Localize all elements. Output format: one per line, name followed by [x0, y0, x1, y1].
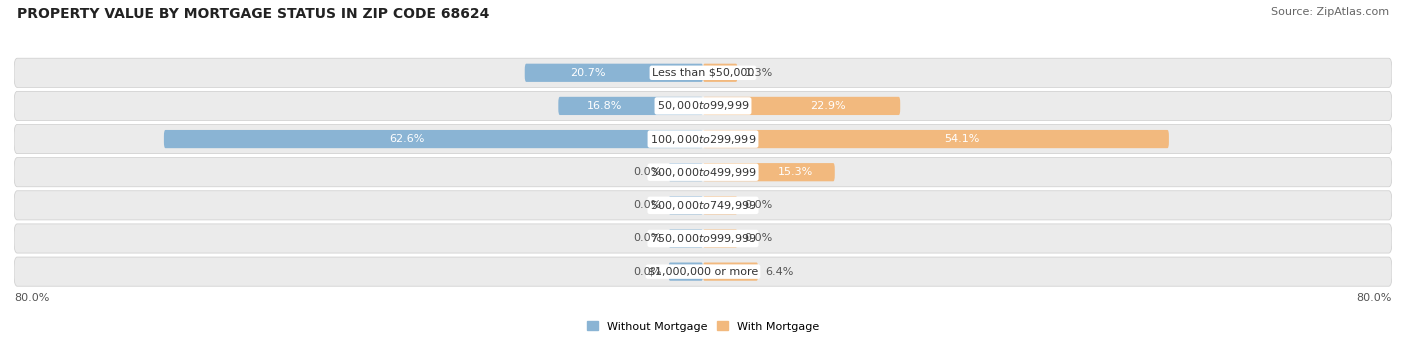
FancyBboxPatch shape [14, 224, 1392, 253]
Text: 80.0%: 80.0% [1357, 293, 1392, 303]
FancyBboxPatch shape [14, 158, 1392, 187]
FancyBboxPatch shape [669, 263, 703, 281]
FancyBboxPatch shape [703, 196, 738, 214]
Text: $1,000,000 or more: $1,000,000 or more [648, 267, 758, 277]
Text: 0.0%: 0.0% [634, 267, 662, 277]
Text: $300,000 to $499,999: $300,000 to $499,999 [650, 166, 756, 179]
FancyBboxPatch shape [703, 97, 900, 115]
Text: 15.3%: 15.3% [778, 167, 813, 177]
Text: 6.4%: 6.4% [765, 267, 793, 277]
FancyBboxPatch shape [14, 124, 1392, 154]
FancyBboxPatch shape [524, 64, 703, 82]
Text: 0.0%: 0.0% [634, 234, 662, 243]
FancyBboxPatch shape [703, 64, 738, 82]
Text: 54.1%: 54.1% [945, 134, 980, 144]
Text: 22.9%: 22.9% [810, 101, 846, 111]
FancyBboxPatch shape [703, 229, 738, 248]
FancyBboxPatch shape [14, 91, 1392, 120]
FancyBboxPatch shape [14, 58, 1392, 87]
FancyBboxPatch shape [669, 196, 703, 214]
Legend: Without Mortgage, With Mortgage: Without Mortgage, With Mortgage [582, 317, 824, 336]
Text: 0.0%: 0.0% [744, 234, 772, 243]
Text: Less than $50,000: Less than $50,000 [652, 68, 754, 78]
Text: 1.3%: 1.3% [744, 68, 772, 78]
Text: 16.8%: 16.8% [586, 101, 621, 111]
Text: 0.0%: 0.0% [744, 201, 772, 210]
Text: $100,000 to $299,999: $100,000 to $299,999 [650, 133, 756, 146]
Text: $500,000 to $749,999: $500,000 to $749,999 [650, 199, 756, 212]
FancyBboxPatch shape [165, 130, 703, 148]
Text: 0.0%: 0.0% [634, 167, 662, 177]
FancyBboxPatch shape [669, 163, 703, 181]
FancyBboxPatch shape [14, 191, 1392, 220]
FancyBboxPatch shape [703, 263, 758, 281]
Text: 62.6%: 62.6% [389, 134, 425, 144]
Text: Source: ZipAtlas.com: Source: ZipAtlas.com [1271, 7, 1389, 17]
FancyBboxPatch shape [703, 130, 1168, 148]
FancyBboxPatch shape [703, 163, 835, 181]
Text: 20.7%: 20.7% [569, 68, 605, 78]
Text: $50,000 to $99,999: $50,000 to $99,999 [657, 100, 749, 113]
Text: 80.0%: 80.0% [14, 293, 49, 303]
FancyBboxPatch shape [558, 97, 703, 115]
FancyBboxPatch shape [669, 229, 703, 248]
Text: PROPERTY VALUE BY MORTGAGE STATUS IN ZIP CODE 68624: PROPERTY VALUE BY MORTGAGE STATUS IN ZIP… [17, 7, 489, 21]
Text: $750,000 to $999,999: $750,000 to $999,999 [650, 232, 756, 245]
FancyBboxPatch shape [14, 257, 1392, 286]
Text: 0.0%: 0.0% [634, 201, 662, 210]
